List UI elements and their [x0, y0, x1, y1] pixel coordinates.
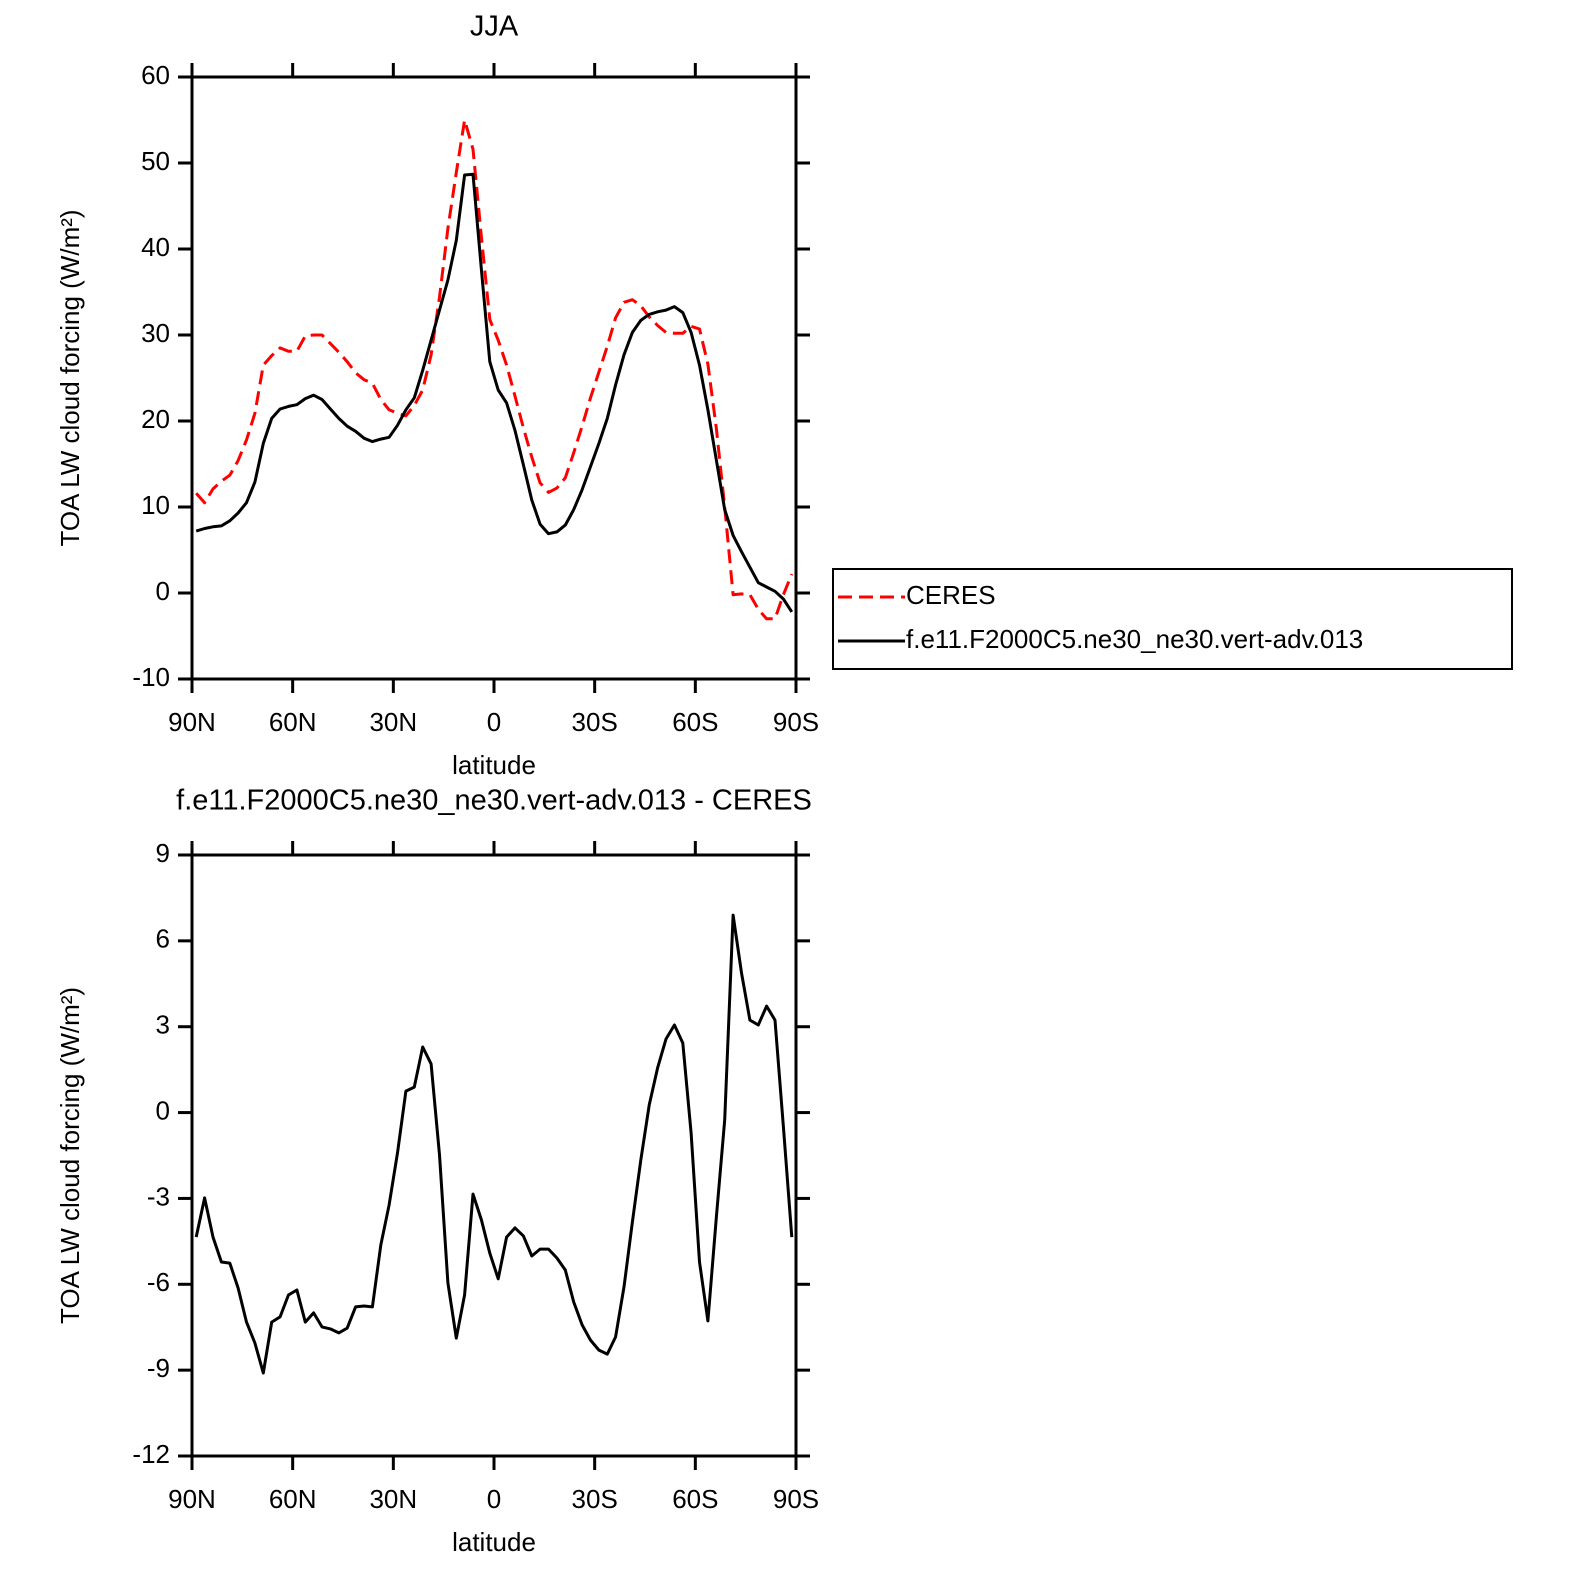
y-tick-label: 30 — [141, 318, 170, 348]
x-axis-label: latitude — [452, 1527, 536, 1557]
y-tick-label: 10 — [141, 490, 170, 520]
x-tick-label: 60S — [672, 707, 718, 737]
y-tick-label: -3 — [147, 1181, 170, 1211]
x-tick-label: 90N — [168, 707, 216, 737]
y-tick-label: 20 — [141, 404, 170, 434]
x-tick-label: 60S — [672, 1484, 718, 1514]
x-tick-label: 0 — [487, 707, 501, 737]
legend-label: CERES — [906, 580, 996, 610]
x-tick-label: 60N — [269, 1484, 317, 1514]
legend-box — [832, 568, 1513, 670]
y-tick-label: -10 — [132, 662, 170, 692]
y-tick-label: 0 — [156, 576, 170, 606]
y-tick-label: 50 — [141, 146, 170, 176]
y-tick-label: -6 — [147, 1267, 170, 1297]
data-line — [195, 118, 794, 621]
data-line — [194, 913, 794, 1375]
x-tick-label: 30N — [369, 707, 417, 737]
y-tick-label: 0 — [156, 1095, 170, 1125]
y-tick-label: 6 — [156, 924, 170, 954]
x-tick-label: 90S — [773, 1484, 819, 1514]
x-tick-label: 90S — [773, 707, 819, 737]
plot-frame — [190, 853, 798, 1458]
x-tick-label: 30S — [572, 1484, 618, 1514]
y-tick-label: -9 — [147, 1353, 170, 1383]
y-tick-label: 9 — [156, 838, 170, 868]
y-axis-label: TOA LW cloud forcing (W/m²) — [55, 987, 85, 1324]
y-tick-label: 40 — [141, 232, 170, 262]
x-tick-label: 30S — [572, 707, 618, 737]
x-axis-label: latitude — [452, 750, 536, 780]
x-tick-label: 60N — [269, 707, 317, 737]
x-tick-label: 0 — [487, 1484, 501, 1514]
y-tick-label: -12 — [132, 1439, 170, 1469]
chart-title: f.e11.F2000C5.ne30_ne30.vert-adv.013 - C… — [176, 785, 812, 817]
y-tick-label: 60 — [141, 60, 170, 90]
x-tick-label: 30N — [369, 1484, 417, 1514]
legend-label: f.e11.F2000C5.ne30_ne30.vert-adv.013 — [906, 624, 1363, 654]
data-line — [195, 172, 794, 613]
y-axis-label: TOA LW cloud forcing (W/m²) — [55, 209, 85, 546]
plot-frame — [190, 75, 798, 681]
chart-title: JJA — [470, 11, 519, 43]
x-tick-label: 90N — [168, 1484, 216, 1514]
y-tick-label: 3 — [156, 1010, 170, 1040]
